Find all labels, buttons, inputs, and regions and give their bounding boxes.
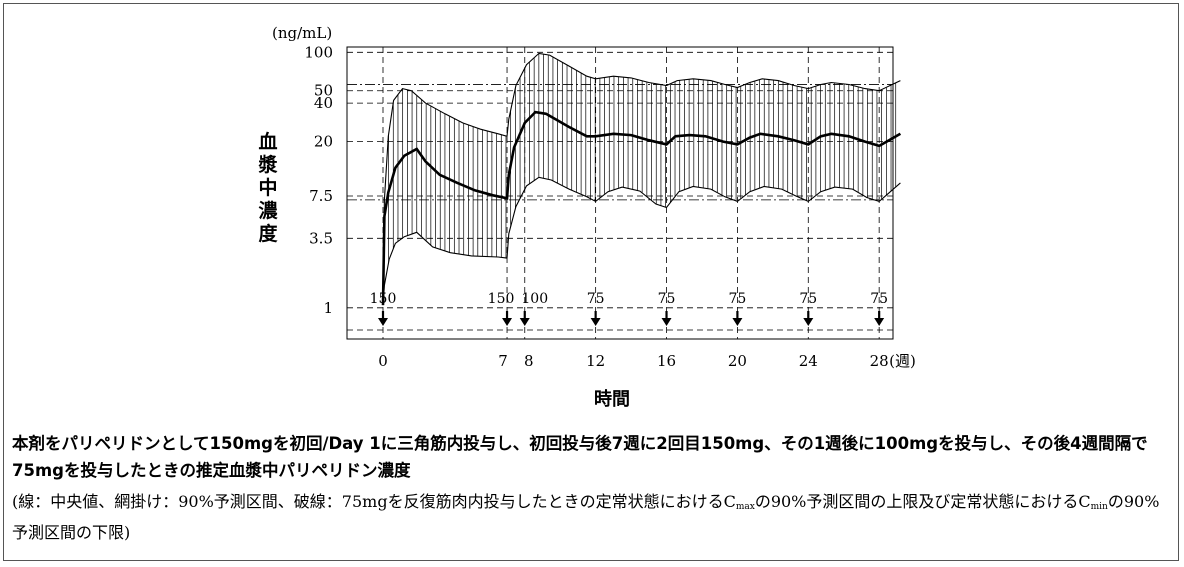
caption-note-part-1: (線：中央値、網掛け：90%予測区間、破線：75mgを反復筋肉内投与したときの定… — [12, 492, 736, 511]
x-tick-label: 20 — [728, 352, 747, 370]
x-unit-label: (週) — [889, 352, 916, 370]
y-tick-label: 100 — [304, 43, 333, 61]
x-tick-label: 24 — [799, 352, 818, 370]
caption-note-cmin-sub: min — [1090, 502, 1108, 512]
dose-label: 75 — [658, 291, 676, 307]
dose-arrow-head — [378, 318, 388, 326]
dose-label: 150 — [488, 291, 515, 307]
dose-arrow-head — [803, 318, 814, 326]
y-axis-label-char: 度 — [258, 222, 278, 245]
x-tick-label: 0 — [378, 352, 388, 370]
y-axis-label-char: 濃 — [258, 200, 278, 222]
dose-label: 75 — [587, 291, 605, 307]
y-axis-label-char: 中 — [258, 176, 277, 199]
x-tick-label: 12 — [586, 352, 605, 370]
y-axis-label-char: 血 — [258, 130, 277, 153]
dose-label: 100 — [521, 291, 548, 307]
dose-label: 75 — [728, 291, 746, 307]
y-tick-label: 1 — [323, 299, 333, 317]
plot-frame — [346, 46, 894, 340]
lower-interval-line — [382, 176, 901, 306]
x-tick-label: 8 — [524, 352, 534, 370]
y-unit-label: (ng/mL) — [272, 24, 332, 42]
median-line — [381, 110, 902, 306]
caption-note-part-2: の90%予測区間の上限及び定常状態におけるC — [754, 492, 1091, 511]
x-tick-label: 7 — [498, 352, 508, 370]
dose-arrow-head — [519, 318, 530, 326]
upper-interval-line — [382, 52, 901, 306]
dose-arrow-head — [502, 318, 513, 326]
dose-arrow-head — [732, 318, 743, 326]
y-tick-label: 20 — [314, 133, 333, 151]
x-axis-title: 時間 — [594, 389, 630, 410]
x-tick-label: 16 — [657, 352, 676, 370]
figure-frame — [3, 3, 1179, 561]
series-layer — [381, 52, 902, 306]
dose-label: 75 — [870, 291, 888, 307]
y-tick-label: 7.5 — [309, 187, 333, 205]
caption-title: 本剤をパリペリドンとして150mgを初回/Day 1に三角筋内投与し、初回投与後… — [12, 434, 1148, 480]
caption-note-cmax-sub: max — [735, 502, 755, 512]
y-tick-label: 3.5 — [309, 229, 333, 247]
caption-note-part-3: の90%予測区間の下限) — [12, 492, 1160, 542]
dose-arrow-head — [590, 318, 601, 326]
caption-note: (線：中央値、網掛け：90%予測区間、破線：75mgを反復筋肉内投与したときの定… — [12, 488, 1172, 546]
x-tick-label: 28 — [870, 352, 889, 370]
dose-label: 75 — [799, 291, 817, 307]
dose-label: 150 — [370, 291, 397, 307]
dose-arrow-head — [874, 318, 885, 326]
y-axis-label-char: 漿 — [257, 153, 277, 176]
y-tick-label: 40 — [314, 94, 333, 112]
y-tick-label: 50 — [314, 82, 333, 100]
dose-arrow-head — [661, 318, 672, 326]
prediction-interval-band — [383, 53, 897, 293]
